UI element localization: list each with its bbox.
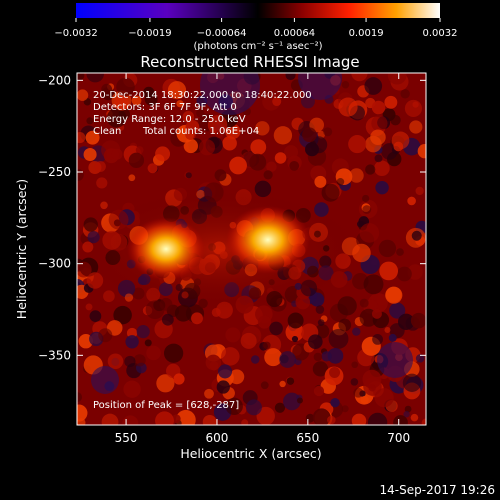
x-tick-label: 700 [387,431,410,445]
axis-ticks: 550 600 650 700 −200 −250 −300 −350 [38,73,426,445]
y-tick-label: −200 [38,73,71,87]
colorbar-tick-label: 0.00064 [274,28,315,39]
x-axis-label: Heliocentric X (arcsec) [180,446,321,461]
colorbar-tick-label: −0.0032 [54,28,97,39]
source-peak [225,205,310,274]
plot-frame [76,72,427,426]
total-counts: Total counts: 1.06E+04 [142,126,259,137]
colorbar-tick-label: 0.0032 [423,28,458,39]
colorbar [76,3,440,18]
y-tick-label: −250 [38,165,71,179]
footer-date: 14-Sep-2017 19:26 [380,483,495,497]
colorbar-tick-label: 0.0019 [349,28,384,39]
time-range: 20-Dec-2014 18:30:22.000 to 18:40:22.000 [93,90,312,101]
colorbar-units: (photons cm⁻² s⁻¹ asec⁻²) [193,41,322,52]
y-tick-label: −300 [38,257,71,271]
colorbar-tick-label: −0.0019 [128,28,171,39]
x-tick-label: 650 [296,431,319,445]
x-tick-label: 550 [115,431,138,445]
peak-position: Position of Peak = [628,-287] [93,400,239,411]
source-secondary [127,217,206,281]
clean-label: Clean [93,126,121,137]
y-tick-label: −350 [38,348,71,362]
colorbar-ticks: −0.0032 −0.0019 −0.00064 0.00064 0.0019 0.003… [54,18,458,39]
detectors: Detectors: 3F 6F 7F 9F, Att 0 [93,102,237,113]
chart-title: Reconstructed RHESSI Image [140,53,359,71]
energy-range: Energy Range: 12.0 - 25.0 keV [93,114,246,125]
y-axis-label: Heliocentric Y (arcsec) [14,179,29,319]
heatmap-image [77,73,426,425]
colorbar-tick-label: −0.00064 [197,28,247,39]
x-tick-label: 600 [206,431,229,445]
